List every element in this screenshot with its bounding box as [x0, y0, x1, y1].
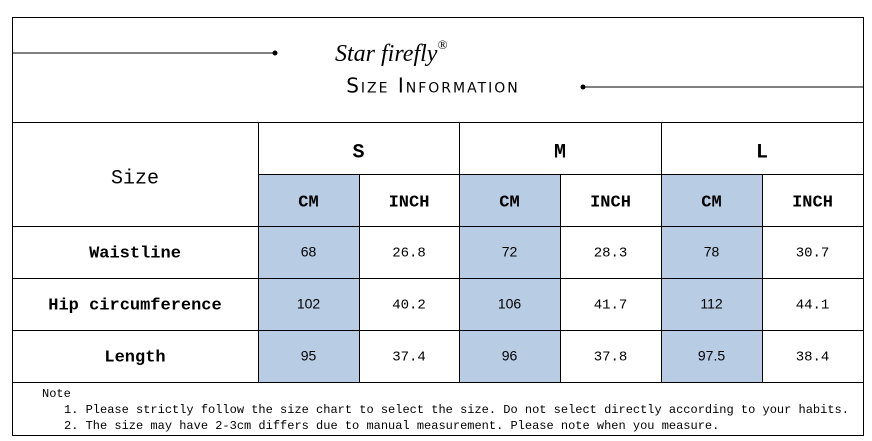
cell-value: 44.1	[796, 298, 830, 314]
title: Size Information	[346, 74, 520, 98]
unit-label: INCH	[590, 193, 631, 212]
decor-dot	[272, 50, 278, 56]
row-label: Hip circumference	[48, 296, 221, 315]
note-item: 1. Please strictly follow the size chart…	[64, 403, 849, 417]
unit-label: INCH	[389, 193, 430, 212]
cell-value: 26.8	[392, 246, 426, 262]
cell-value: 41.7	[594, 298, 628, 314]
cell-value: 37.8	[594, 350, 628, 366]
cell-value: 72	[502, 244, 518, 260]
cell-value: 68	[301, 244, 317, 260]
note-item: 2. The size may have 2-3cm differs due t…	[64, 419, 719, 433]
cell-value: 30.7	[796, 246, 830, 262]
unit-label: INCH	[792, 193, 833, 212]
unit-label: CM	[701, 193, 721, 212]
row-label: Length	[104, 348, 165, 367]
row-label: Waistline	[89, 244, 181, 263]
cell-value: 102	[297, 296, 321, 312]
brand: Star firefly®	[335, 37, 447, 67]
note-title: Note	[42, 387, 71, 401]
cell-value: 28.3	[594, 246, 628, 262]
registered-mark: ®	[437, 37, 447, 52]
cell-value: 38.4	[796, 350, 830, 366]
size-label: S	[352, 141, 364, 164]
cell-value: 96	[502, 348, 518, 364]
unit-label: CM	[499, 193, 519, 212]
cell-value: 95	[301, 348, 317, 364]
cell-value: 106	[498, 296, 522, 312]
brand-name: Star firefly	[335, 41, 438, 67]
size-label: L	[756, 141, 768, 164]
cell-value: 112	[700, 296, 723, 312]
size-label: M	[554, 141, 566, 164]
decor-dot	[580, 84, 586, 90]
cell-value: 78	[704, 244, 720, 260]
cell-value: 97.5	[698, 348, 725, 364]
corner-label: Size	[111, 167, 159, 190]
cell-value: 37.4	[392, 350, 426, 366]
cell-value: 40.2	[392, 298, 426, 314]
unit-label: CM	[298, 193, 318, 212]
